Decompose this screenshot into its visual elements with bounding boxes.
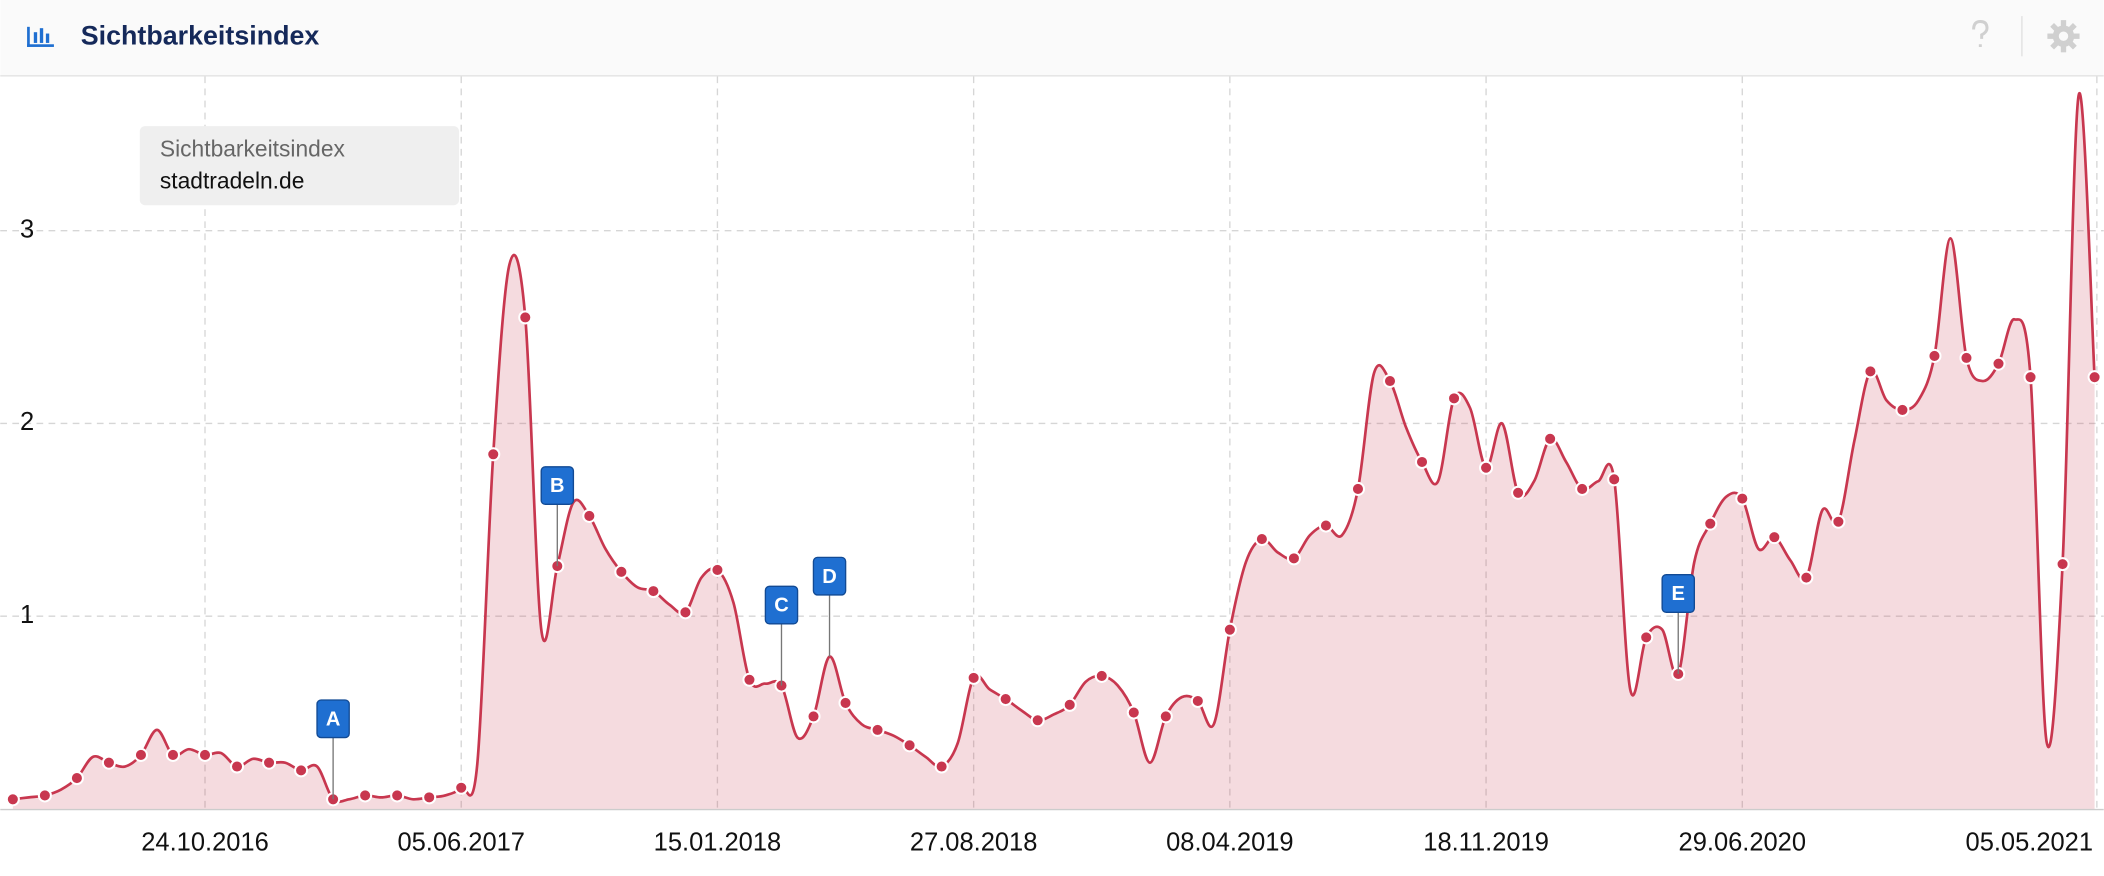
annotation-flag: [1661, 574, 1696, 613]
data-point: [1382, 373, 1398, 389]
data-point: [742, 672, 757, 687]
x-tick-label: 29.06.2020: [1679, 829, 1806, 857]
data-point: [197, 747, 213, 762]
data-point: [1927, 348, 1942, 363]
data-point: [646, 584, 661, 599]
data-point: [710, 562, 725, 577]
annotation-label: C: [774, 595, 789, 617]
area-fill: [12, 93, 2095, 809]
data-point: [934, 759, 949, 774]
data-point: [1767, 530, 1782, 545]
annotation-label: D: [822, 566, 837, 588]
data-point: [1735, 491, 1750, 506]
help-icon[interactable]: [1967, 19, 1994, 49]
x-tick-label: 24.10.2016: [141, 829, 268, 857]
data-point: [1414, 454, 1430, 470]
data-point: [1607, 472, 1622, 487]
x-tick-label: 27.08.2018: [910, 829, 1037, 857]
data-point: [1254, 532, 1269, 547]
data-point: [2023, 370, 2038, 385]
annotation-flag: [764, 585, 799, 625]
data-point: [69, 771, 84, 786]
data-point: [614, 564, 629, 579]
data-point: [1511, 485, 1526, 500]
x-tick-label: 18.11.2019: [1423, 829, 1549, 857]
data-point: [1318, 518, 1333, 533]
data-point: [1350, 481, 1366, 496]
annotation-label: A: [326, 708, 341, 730]
data-point: [998, 692, 1013, 707]
data-point: [1895, 402, 1910, 417]
data-point: [870, 722, 885, 737]
y-tick-label: 2: [20, 408, 34, 436]
annotation-flag: [812, 556, 847, 596]
annotation-label: B: [550, 475, 565, 497]
legend-entry: stadtradeln.de: [160, 167, 304, 193]
data-point: [1959, 350, 1974, 365]
data-point: [1991, 356, 2006, 371]
data-point: [1863, 364, 1878, 379]
data-point: [2087, 370, 2102, 385]
x-tick-label: 05.06.2017: [397, 829, 524, 857]
y-tick-label: 3: [20, 215, 34, 243]
data-point: [1575, 481, 1590, 496]
data-point: [806, 709, 821, 724]
data-point: [966, 670, 981, 685]
data-point: [1543, 431, 1558, 446]
header-title: Sichtbarkeitsindex: [81, 21, 320, 51]
data-point: [1703, 516, 1718, 531]
data-point: [1062, 697, 1077, 712]
data-point: [678, 605, 693, 620]
legend-box: [139, 126, 460, 206]
data-point: [101, 755, 116, 770]
data-point: [1222, 622, 1237, 637]
data-point: [1126, 705, 1141, 720]
data-point: [1447, 391, 1462, 406]
data-point: [390, 788, 405, 803]
data-point: [5, 792, 20, 807]
data-point: [294, 763, 309, 778]
x-tick-label: 05.05.2021: [1966, 829, 2093, 857]
annotation-flag: [316, 699, 350, 739]
data-point: [582, 508, 597, 523]
data-point: [1158, 709, 1173, 724]
data-point: [486, 447, 501, 462]
data-point: [1030, 713, 1045, 728]
data-point: [1831, 514, 1846, 529]
data-point: [518, 310, 533, 325]
data-point: [1190, 693, 1205, 709]
chart-icon: [27, 26, 54, 47]
data-point: [1094, 668, 1109, 683]
data-point: [422, 790, 437, 805]
data-point: [37, 788, 52, 803]
data-point: [838, 695, 853, 710]
header-bar: [0, 0, 2104, 76]
legend-title: Sichtbarkeitsindex: [160, 135, 346, 161]
plot-area: 1 2 3 24.10.2016 05.06.2017 15.01.2018 27.08.2…: [0, 76, 2104, 857]
data-point: [454, 780, 469, 795]
y-tick-label: 1: [20, 601, 34, 629]
data-point: [165, 747, 181, 762]
data-point: [902, 738, 917, 753]
data-point: [1479, 460, 1494, 475]
annotation-label: E: [1672, 583, 1685, 605]
data-point: [358, 788, 373, 803]
data-point: [2055, 557, 2070, 572]
data-point: [1799, 570, 1814, 585]
data-point: [262, 755, 277, 770]
data-point: [229, 759, 245, 774]
data-point: [1286, 551, 1301, 566]
settings-icon[interactable]: [2047, 20, 2080, 53]
x-tick-label: 08.04.2019: [1166, 829, 1293, 857]
annotation-flag: [540, 466, 575, 506]
data-point: [133, 747, 148, 762]
x-tick-label: 15.01.2018: [654, 829, 781, 857]
data-point: [1639, 630, 1654, 645]
